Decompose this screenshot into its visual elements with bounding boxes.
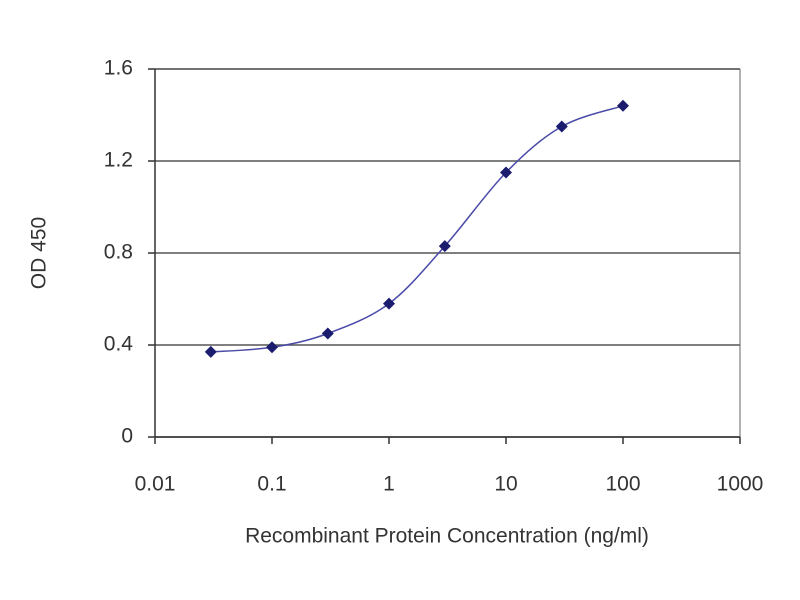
y-tick-label: 1.2 [104, 149, 133, 172]
curve [210, 105, 624, 353]
x-tick-label: 100 [605, 473, 640, 496]
x-tick-label: 1 [383, 473, 395, 496]
data-point [204, 345, 217, 358]
x-tick-label: 1000 [717, 473, 764, 496]
x-tick-label: 0.01 [135, 473, 176, 496]
data-point [617, 99, 629, 112]
data-point [500, 166, 512, 179]
data-point [383, 297, 395, 310]
y-tick-label: 0.8 [104, 241, 133, 264]
y-axis-label: OD 450 [28, 217, 51, 289]
data-point [555, 120, 568, 133]
data-point [438, 240, 451, 253]
x-tick-label: 10 [494, 473, 517, 496]
data-point [321, 327, 334, 340]
y-tick-label: 0 [121, 425, 133, 448]
y-tick-label: 0.4 [104, 333, 134, 356]
y-tick-label: 1.6 [104, 57, 133, 80]
x-tick-label: 0.1 [257, 473, 286, 496]
data-point [266, 341, 278, 354]
x-axis-label: Recombinant Protein Concentration (ng/ml… [245, 525, 649, 548]
